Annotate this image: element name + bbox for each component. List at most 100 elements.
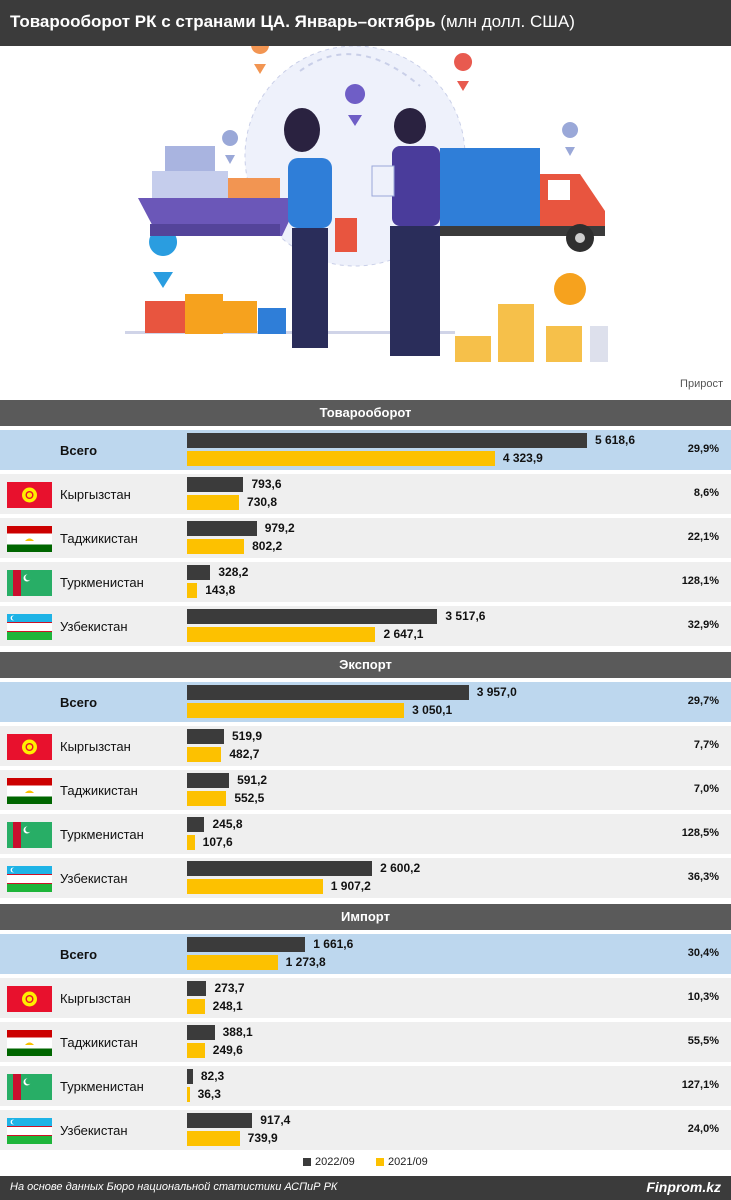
row-label: Таджикистан [60,531,138,546]
growth-value: 7,7% [693,739,719,751]
growth-value: 10,3% [687,991,719,1003]
bar-2022 [187,817,205,832]
growth-value: 7,0% [693,783,719,795]
turkmenistan-flag-icon [7,822,52,848]
bar-2021 [187,1131,240,1146]
pin-icon [222,130,239,164]
row-label: Кыргызстан [60,991,131,1006]
value-label-2022: 273,7 [214,981,245,995]
row-label: Всего [60,947,98,962]
bar-2021 [187,791,227,806]
row-label: Узбекистан [60,619,128,634]
value-label-2021: 552,5 [234,791,265,805]
kyrgyzstan-flag-icon [7,986,52,1012]
row-label: Туркменистан [60,827,144,842]
tajikistan-flag-icon [7,1030,52,1056]
bar-2022 [187,1113,253,1128]
growth-value: 32,9% [687,619,719,631]
legend-swatch-2022 [303,1158,311,1167]
bar-2021 [187,703,405,718]
value-label-2022: 591,2 [237,773,268,787]
growth-value: 24,0% [687,1123,719,1135]
growth-column-header: Прирост [680,378,723,390]
uzbekistan-flag-icon [7,866,52,892]
country-row: Туркменистан 328,2 143,8 128,1% [0,562,731,602]
growth-value: 30,4% [687,947,719,959]
bar-2021 [187,835,195,850]
value-label-2021: 482,7 [229,747,260,761]
ship-icon [138,146,300,236]
brand-logo-text: Finprom.kz [646,1179,721,1195]
boxes-icon [125,294,455,334]
section-title: Импорт [0,904,731,930]
value-label-2022: 917,4 [260,1113,291,1127]
growth-value: 29,9% [687,443,719,455]
chart-title: Товарооборот РК с странами ЦА. Январь–ок… [10,12,575,32]
value-label-2022: 245,8 [212,817,243,831]
section-title: Экспорт [0,652,731,678]
title-unit: (млн долл. США) [440,12,575,31]
bar-2022 [187,729,224,744]
value-label-2022: 979,2 [264,521,295,535]
value-label-2022: 82,3 [200,1069,225,1083]
bar-2022 [187,1025,215,1040]
growth-value: 128,1% [681,575,719,587]
uzbekistan-flag-icon [7,1118,52,1144]
value-label-2022: 3 957,0 [476,685,517,699]
truck-icon [440,148,605,252]
bar-2021 [187,999,205,1014]
value-label-2022: 519,9 [232,729,263,743]
bar-2022 [187,565,211,580]
value-label-2021: 143,8 [205,583,236,597]
legend-item-2021: 2021/09 [376,1156,428,1168]
value-label-2021: 36,3 [197,1087,221,1101]
row-label: Кыргызстан [60,739,131,754]
legend-swatch-2021 [376,1158,384,1167]
bar-2022 [187,477,244,492]
bar-2022 [187,861,373,876]
growth-value: 128,5% [681,827,719,839]
legend-label-2022: 2022/09 [315,1156,355,1168]
bar-2022 [187,521,257,536]
row-label: Всего [60,695,98,710]
trade-illustration [0,36,731,372]
country-row: Таджикистан 591,2 552,5 7,0% [0,770,731,810]
title-bar: Товарооборот РК с странами ЦА. Январь–ок… [0,0,731,46]
bar-2022 [187,433,587,448]
bar-2022 [187,609,438,624]
bar-2021 [187,955,278,970]
value-label-2021: 248,1 [212,999,243,1013]
kyrgyzstan-flag-icon [7,734,52,760]
value-label-2022: 328,2 [218,565,249,579]
value-label-2022: 5 618,6 [595,433,636,447]
man-figure [371,108,440,356]
bar-2021 [187,583,198,598]
row-label: Таджикистан [60,1035,138,1050]
value-label-2021: 802,2 [252,539,283,553]
pin-icon [562,122,579,156]
title-text: Товарооборот РК с странами ЦА. Январь–ок… [10,12,436,31]
turkmenistan-flag-icon [7,1074,52,1100]
growth-value: 36,3% [687,871,719,883]
uzbekistan-flag-icon [7,614,52,640]
legend-label-2021: 2021/09 [388,1156,428,1168]
bar-2022 [187,1069,193,1084]
value-label-2021: 2 647,1 [383,627,424,641]
bar-2022 [187,937,306,952]
value-label-2022: 793,6 [251,477,282,491]
bar-2021 [187,1043,205,1058]
value-label-2021: 107,6 [202,835,233,849]
country-row: Узбекистан 2 600,2 1 907,2 36,3% [0,858,731,898]
bar-2021 [187,627,376,642]
country-row: Кыргызстан 519,9 482,7 7,7% [0,726,731,766]
bar-2022 [187,981,207,996]
value-label-2021: 4 323,9 [502,451,543,465]
coins-icon [455,273,608,362]
total-row: Всего 1 661,6 1 273,8 30,4% [0,934,731,974]
turkmenistan-flag-icon [7,570,52,596]
country-row: Таджикистан 388,1 249,6 55,5% [0,1022,731,1062]
section-title: Товарооборот [0,400,731,426]
source-note: На основе данных Бюро национальной стати… [10,1181,338,1193]
country-row: Узбекистан 917,4 739,9 24,0% [0,1110,731,1150]
total-row: Всего 5 618,6 4 323,9 29,9% [0,430,731,470]
